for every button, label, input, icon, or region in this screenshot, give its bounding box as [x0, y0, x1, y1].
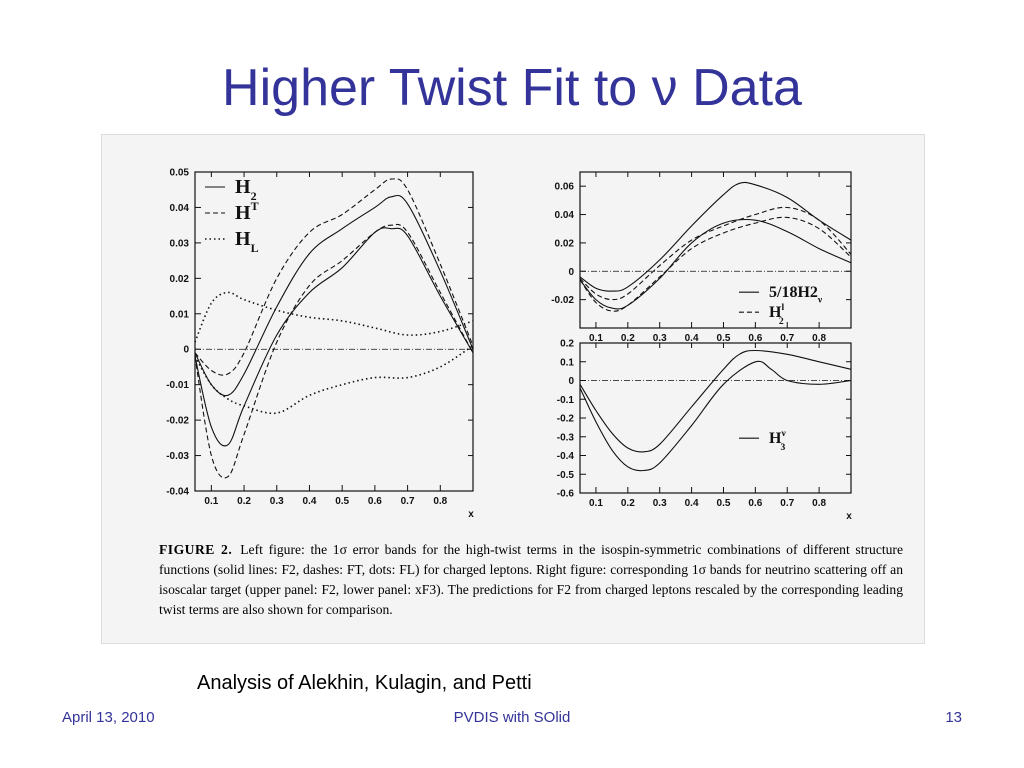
y-tick-label: 0	[183, 345, 189, 356]
x-tick-label: 0.3	[653, 498, 667, 509]
series-line-dash	[194, 178, 474, 376]
y-tick-label: 0.02	[555, 238, 575, 249]
series-line-solid	[194, 227, 474, 447]
x-tick-label: 0.7	[780, 333, 794, 344]
x-axis-label: x	[846, 511, 852, 522]
legend-label: HL	[235, 228, 259, 255]
legend-label: Hl 2	[769, 302, 784, 327]
y-tick-label: 0.2	[560, 339, 574, 350]
y-tick-label: 0.02	[170, 274, 190, 285]
x-tick-label: 0.4	[685, 333, 699, 344]
chart-panel-right-lower: 0.1 0.2 0.3 0.4 0.5 0.6 0.7 0.8 0.2 0.1 0 -0.1 -0.2 -…	[557, 339, 852, 523]
legend-h2l: Hl 2	[739, 302, 784, 327]
legend-h2: H2	[205, 176, 257, 203]
footer-page-number: 13	[945, 709, 962, 726]
x-tick-label: 0.6	[368, 496, 382, 507]
y-tick-label: -0.02	[166, 416, 189, 427]
series-line-solid	[579, 349, 852, 453]
x-tick-label: 0.7	[401, 496, 415, 507]
chart-panel-right-upper: 0.1 0.2 0.3 0.4 0.5 0.6 0.7 0.8 0.06 0.04 0.02 0 -0.…	[551, 171, 852, 344]
x-tick-label: 0.5	[717, 333, 731, 344]
series-line-dash	[194, 223, 474, 479]
series-line-solid	[579, 360, 852, 472]
y-tick-label: -0.6	[557, 489, 575, 500]
x-tick-label: 0.6	[748, 333, 762, 344]
x-tick-label: 0.1	[589, 498, 603, 509]
caption-text: Left figure: the 1σ error bands for the …	[159, 542, 903, 617]
legend-label: Hν 3	[769, 428, 786, 453]
series-line-solid	[579, 218, 852, 310]
y-tick-label: 0.05	[170, 168, 190, 179]
y-tick-label: 0	[568, 376, 574, 387]
series-line-dash	[579, 206, 852, 301]
y-tick-label: 0.04	[170, 203, 190, 214]
x-tick-label: 0.4	[685, 498, 699, 509]
x-tick-label: 0.5	[335, 496, 349, 507]
y-tick-label: 0.1	[560, 357, 574, 368]
analysis-credit: Analysis of Alekhin, Kulagin, and Petti	[197, 672, 532, 694]
figure-plots: 0.1 0.2 0.3 0.4 0.5 0.6 0.7 0.8 0.05 0.04 0.03 0.02…	[166, 168, 852, 523]
x-tick-label: 0.8	[812, 333, 826, 344]
x-tick-label: 0.5	[717, 498, 731, 509]
x-tick-label: 0.1	[589, 333, 603, 344]
y-tick-label: -0.1	[557, 395, 575, 406]
x-tick-label: 0.2	[621, 498, 635, 509]
y-tick-label: 0	[568, 267, 574, 278]
slide-title: Higher Twist Fit to ν Data	[222, 59, 802, 117]
y-tick-label: -0.3	[557, 432, 575, 443]
footer-center: PVDIS with SOlid	[453, 709, 571, 726]
y-tick-label: -0.4	[557, 451, 575, 462]
series-line-solid	[194, 194, 474, 397]
legend-hl: HL	[205, 228, 259, 255]
y-tick-label: 0.06	[555, 182, 575, 193]
legend-label: H2	[235, 176, 257, 203]
x-tick-label: 0.3	[270, 496, 284, 507]
y-tick-label: -0.5	[557, 470, 575, 481]
legend-label: HT	[235, 199, 259, 224]
legend-h3nu: Hν 3	[739, 428, 786, 453]
figure-image: 0.1 0.2 0.3 0.4 0.5 0.6 0.7 0.8 0.05 0.04 0.03 0.02…	[101, 134, 925, 644]
legend-ht: HT	[205, 199, 259, 224]
x-axis-label: x	[468, 509, 474, 520]
y-tick-label: -0.03	[166, 451, 189, 462]
legend-h2nu: 5/18H2ν	[739, 284, 823, 306]
x-tick-label: 0.4	[303, 496, 317, 507]
chart-panel-left: 0.1 0.2 0.3 0.4 0.5 0.6 0.7 0.8 0.05 0.04 0.03 0.02…	[166, 168, 474, 521]
legend-label: 5/18H2ν	[769, 284, 823, 306]
x-tick-label: 0.8	[812, 498, 826, 509]
y-tick-label: 0.04	[555, 210, 575, 221]
series-line-dot	[194, 291, 474, 343]
caption-label: FIGURE 2.	[159, 542, 233, 557]
y-tick-label: -0.04	[166, 487, 189, 498]
x-tick-label: 0.2	[237, 496, 251, 507]
plot-frame	[579, 171, 852, 329]
plot-frame	[194, 171, 474, 492]
footer-date: April 13, 2010	[62, 709, 155, 726]
y-tick-label: 0.03	[170, 238, 190, 249]
series-line-dash	[579, 216, 852, 312]
plot-frame	[579, 342, 852, 494]
x-tick-label: 0.8	[433, 496, 447, 507]
y-tick-label: -0.02	[551, 295, 574, 306]
x-tick-label: 0.7	[780, 498, 794, 509]
figure-caption: FIGURE 2. Left figure: the 1σ error bands…	[159, 540, 903, 620]
series-line-solid	[579, 181, 852, 292]
y-tick-label: -0.2	[557, 414, 575, 425]
x-tick-label: 0.3	[653, 333, 667, 344]
y-tick-label: 0.01	[170, 309, 190, 320]
series-line-dot	[194, 345, 474, 415]
x-tick-label: 0.2	[621, 333, 635, 344]
x-tick-label: 0.1	[204, 496, 218, 507]
y-tick-label: -0.01	[166, 380, 189, 391]
x-tick-label: 0.6	[748, 498, 762, 509]
